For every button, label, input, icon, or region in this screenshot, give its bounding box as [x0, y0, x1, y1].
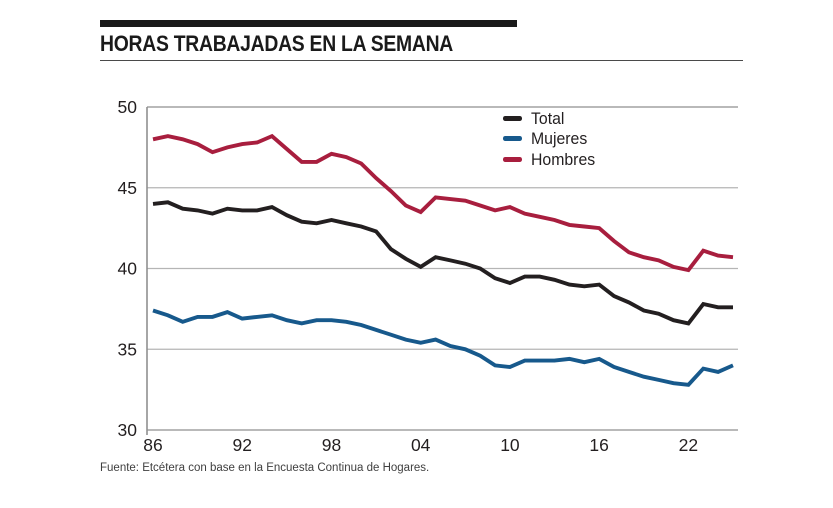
mujeres-line-swatch	[503, 136, 522, 142]
title-accent-bar	[100, 20, 517, 27]
series-line-total	[152, 200, 733, 326]
series-line-hombres	[152, 133, 734, 273]
series-line-mujeres	[152, 308, 734, 387]
legend-item-mujeres: Mujeres	[503, 129, 600, 150]
x-tick-label-86: 86	[143, 435, 162, 455]
x-tick-label-16: 16	[589, 435, 608, 455]
x-tick-label-98: 98	[322, 435, 341, 455]
page-title-text: HORAS TRABAJADAS EN LA SEMANA	[100, 31, 454, 56]
y-tick-label-50: 50	[118, 97, 138, 117]
hombres-line-swatch	[503, 156, 522, 162]
x-tick-label-92: 92	[232, 435, 251, 455]
x-tick-label-04: 04	[411, 435, 431, 455]
y-tick-label-40: 40	[118, 259, 138, 279]
y-tick-label-35: 35	[118, 339, 137, 359]
legend-label-hombres: Hombres	[531, 149, 596, 169]
legend-label-mujeres: Mujeres	[531, 129, 588, 149]
page-title: HORAS TRABAJADAS EN LA SEMANA	[100, 31, 501, 57]
chart-legend: Total Mujeres Hombres	[503, 108, 600, 170]
legend-item-hombres: Hombres	[503, 149, 600, 170]
title-rule	[100, 60, 743, 61]
source-note: Fuente: Etcétera con base en la Encuesta…	[100, 462, 430, 474]
legend-label-total: Total	[531, 108, 565, 128]
x-tick-label-22: 22	[679, 435, 698, 455]
x-tick-label-10: 10	[500, 435, 520, 455]
y-tick-label-30: 30	[118, 420, 138, 440]
y-tick-label-45: 45	[118, 178, 137, 198]
total-line-swatch	[503, 115, 522, 121]
legend-item-total: Total	[503, 108, 600, 129]
